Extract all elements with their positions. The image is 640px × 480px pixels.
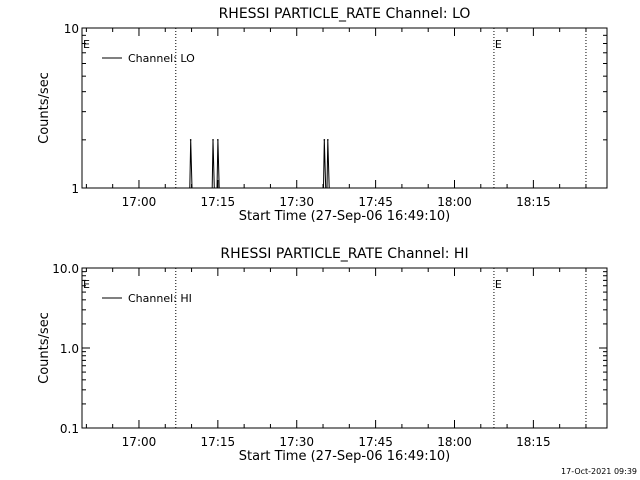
y-tick-label: 0.1 xyxy=(60,422,79,436)
legend-label: Channel: HI xyxy=(128,292,192,305)
y-axis-label: Counts/sec xyxy=(37,72,52,144)
event-marker: E xyxy=(495,38,502,51)
chart-title: RHESSI PARTICLE_RATE Channel: LO xyxy=(219,6,471,22)
data-point xyxy=(189,139,192,141)
chart-panel-hi: RHESSI PARTICLE_RATE Channel: HI 0.1 1.0 10… xyxy=(37,246,608,464)
x-tick-label: 18:15 xyxy=(516,195,551,209)
event-marker: E xyxy=(83,38,90,51)
x-tick-label: 17:45 xyxy=(358,195,393,209)
data-point xyxy=(212,139,214,141)
x-tick-label: 17:30 xyxy=(279,195,314,209)
data-point xyxy=(217,139,219,141)
generated-timestamp: 17-Oct-2021 09:39 xyxy=(561,467,637,476)
data-point xyxy=(323,139,326,141)
plot-frame xyxy=(81,27,608,189)
y-tick-label: 10 xyxy=(64,22,79,36)
event-marker: E xyxy=(83,278,90,291)
y-tick-label: 10.0 xyxy=(52,262,79,276)
x-tick-label: 17:00 xyxy=(122,435,157,449)
chart-panel-lo: RHESSI PARTICLE_RATE Channel: LO 1 10 17:00… xyxy=(37,6,608,224)
y-tick-label: 1.0 xyxy=(60,342,79,356)
x-tick-label: 17:15 xyxy=(201,195,236,209)
y-tick-label: 1 xyxy=(71,182,79,196)
x-axis-label: Start Time (27-Sep-06 16:49:10) xyxy=(239,209,450,224)
x-tick-label: 18:00 xyxy=(437,195,472,209)
x-tick-label: 18:00 xyxy=(437,435,472,449)
x-tick-label: 17:30 xyxy=(279,435,314,449)
legend-label: Channel: LO xyxy=(128,52,195,65)
x-tick-label: 17:45 xyxy=(358,435,393,449)
chart-title: RHESSI PARTICLE_RATE Channel: HI xyxy=(220,246,468,262)
data-point xyxy=(327,139,329,141)
x-axis-label: Start Time (27-Sep-06 16:49:10) xyxy=(239,449,450,464)
y-axis-label: Counts/sec xyxy=(37,312,52,384)
event-marker: E xyxy=(495,278,502,291)
x-tick-label: 17:15 xyxy=(201,435,236,449)
x-tick-label: 17:00 xyxy=(122,195,157,209)
x-tick-label: 18:15 xyxy=(516,435,551,449)
series-line xyxy=(189,139,330,189)
